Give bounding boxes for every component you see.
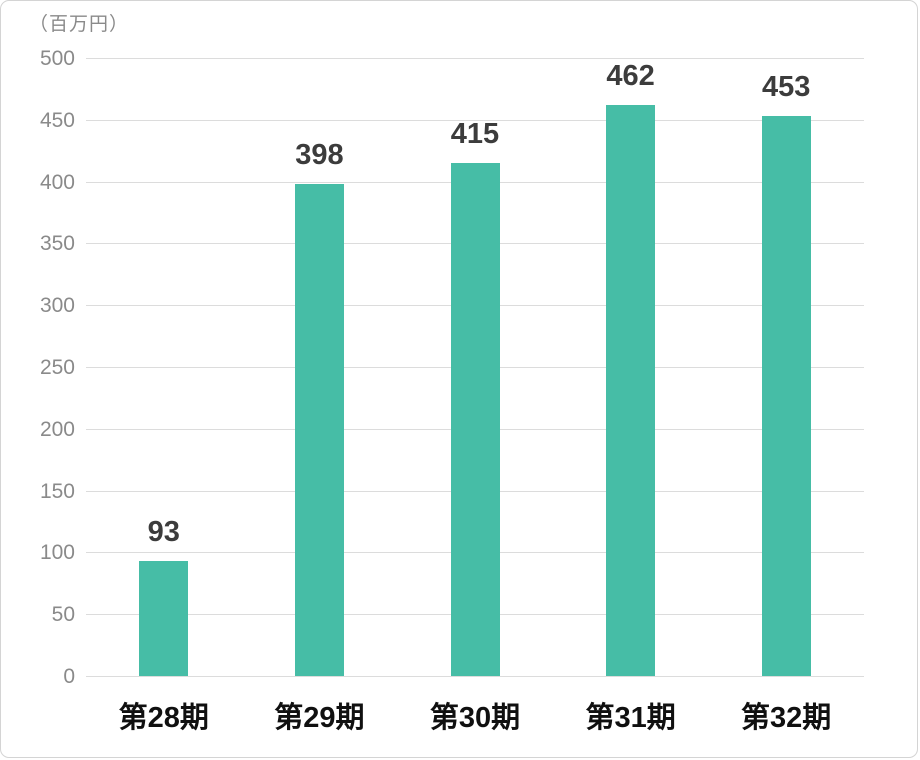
gridline (86, 119, 864, 121)
bar (139, 561, 189, 676)
bar-value-label: 453 (761, 71, 811, 104)
y-tick-label: 250 (39, 356, 75, 379)
plot-area: 93 398 415 462 453 (86, 58, 864, 677)
x-axis-label: 第31期 (585, 702, 676, 734)
bar (606, 104, 656, 676)
y-tick-label: 350 (39, 232, 75, 256)
y-axis-unit-label: （百万円） (29, 14, 130, 35)
bar-value-label: 415 (450, 118, 500, 151)
gridline (86, 58, 864, 59)
bar (450, 163, 500, 676)
y-tick-label: 400 (39, 170, 75, 194)
x-axis-label: 第32期 (741, 702, 832, 734)
bar (294, 184, 344, 676)
y-tick-label: 200 (39, 417, 75, 441)
gridline (86, 676, 864, 677)
x-axis-label: 第29期 (274, 702, 365, 734)
y-tick-label: 150 (39, 479, 75, 503)
y-tick-label: 50 (51, 603, 75, 627)
y-tick-label: 100 (39, 541, 75, 565)
y-tick-label: 0 (63, 665, 75, 688)
bar-value-label: 93 (147, 516, 180, 549)
bar-value-label: 462 (606, 59, 655, 92)
y-tick-label: 450 (39, 108, 75, 132)
x-axis-label: 第28期 (118, 702, 209, 734)
x-axis-label: 第30期 (429, 702, 521, 734)
y-tick-label: 500 (39, 47, 75, 70)
bar (761, 116, 811, 676)
bar-value-label: 398 (295, 139, 344, 172)
y-tick-label: 300 (39, 294, 75, 318)
